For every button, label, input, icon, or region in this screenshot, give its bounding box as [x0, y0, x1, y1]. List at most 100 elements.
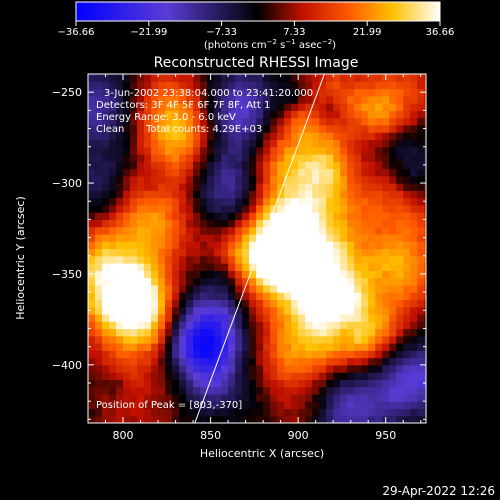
heatmap-cell [109, 401, 117, 410]
heatmap-cell [333, 95, 341, 104]
heatmap-cell [151, 255, 159, 264]
heatmap-cell [144, 88, 152, 97]
heatmap-cell [270, 277, 278, 286]
heatmap-cell [214, 328, 222, 337]
heatmap-cell [130, 350, 138, 359]
heatmap-cell [158, 401, 166, 410]
heatmap-cell [95, 175, 103, 184]
heatmap-cell [256, 212, 264, 221]
heatmap-cell [214, 74, 222, 82]
heatmap-cell [242, 146, 250, 155]
heatmap-cell [375, 343, 383, 351]
heatmap-cell [130, 168, 138, 177]
heatmap-cell [144, 364, 152, 373]
heatmap-cell [368, 81, 376, 90]
heatmap-cell [158, 306, 166, 315]
heatmap-cell [424, 408, 426, 417]
heatmap-cell [172, 153, 180, 162]
heatmap-cell [410, 241, 418, 250]
heatmap-cell [389, 88, 397, 97]
heatmap-cell [354, 117, 362, 126]
heatmap-cell [284, 321, 292, 330]
heatmap-cell [137, 357, 145, 366]
heatmap-cell [123, 219, 131, 228]
heatmap-cell [109, 153, 117, 162]
heatmap-cell [172, 124, 180, 133]
heatmap-cell [102, 183, 110, 191]
heatmap-cell [270, 270, 278, 279]
heatmap-cell [109, 379, 117, 388]
heatmap-cell [368, 132, 376, 141]
heatmap-cell [368, 74, 376, 82]
heatmap-cell [235, 212, 243, 221]
heatmap-cell [137, 175, 145, 184]
heatmap-cell [130, 124, 138, 133]
heatmap-cell [221, 379, 229, 388]
heatmap-cell [305, 241, 313, 250]
heatmap-cell [214, 219, 222, 228]
heatmap-cell [312, 263, 320, 271]
heatmap-cell [347, 292, 355, 300]
heatmap-cell [298, 161, 306, 170]
heatmap-cell [312, 335, 320, 344]
heatmap-cell [109, 372, 117, 380]
heatmap-cell [382, 263, 390, 271]
heatmap-cell [277, 219, 285, 228]
heatmap-cell [256, 335, 264, 344]
heatmap-cell [375, 284, 383, 293]
heatmap-cell [151, 139, 159, 148]
heatmap-cell [361, 386, 369, 395]
colorbar-unit-label: (photons cm−2 s−1 asec−2) [204, 38, 336, 51]
heatmap-cell [95, 313, 103, 322]
heatmap-cell [333, 81, 341, 90]
heatmap-cell [207, 284, 215, 293]
heatmap-cell [221, 357, 229, 366]
heatmap-cell [312, 110, 320, 119]
heatmap-cell [354, 219, 362, 228]
heatmap-cell [319, 168, 327, 177]
heatmap-cell [158, 408, 166, 417]
heatmap-cell [200, 386, 208, 395]
heatmap-cell [340, 74, 348, 82]
heatmap-cell [319, 117, 327, 126]
heatmap-cell [144, 393, 152, 402]
heatmap-cell [305, 393, 313, 402]
heatmap-cell [242, 190, 250, 199]
axis-ticks: 800 850 900 950−250−300−350−400 [52, 73, 426, 442]
heatmap-cell [389, 328, 397, 337]
heatmap-cell [263, 248, 271, 257]
heatmap-cell [361, 103, 369, 111]
heatmap-cell [410, 255, 418, 264]
heatmap-cell [186, 139, 194, 148]
heatmap-cell [326, 175, 334, 184]
heatmap-cell [382, 277, 390, 286]
heatmap-cell [151, 415, 159, 423]
heatmap-cell [186, 343, 194, 351]
heatmap-cell [172, 110, 180, 119]
heatmap-cell [424, 110, 426, 119]
heatmap-cell [207, 248, 215, 257]
heatmap-cell [151, 103, 159, 111]
heatmap-cell [326, 117, 334, 126]
heatmap-cell [396, 284, 404, 293]
heatmap-cell [95, 241, 103, 250]
heatmap-cell [417, 350, 425, 359]
heatmap-cell [375, 204, 383, 213]
heatmap-cell [151, 233, 159, 242]
heatmap-cell [235, 350, 243, 359]
heatmap-cell [375, 379, 383, 388]
heatmap-cell [137, 263, 145, 271]
heatmap-cell [186, 335, 194, 344]
heatmap-cell [221, 197, 229, 206]
heatmap-cell [389, 357, 397, 366]
heatmap-cell [333, 132, 341, 141]
heatmap-cell [228, 88, 236, 97]
heatmap-cell [235, 357, 243, 366]
heatmap-cell [417, 183, 425, 191]
heatmap-cell [193, 401, 201, 410]
heatmap-cell [235, 146, 243, 155]
heatmap-cell [235, 255, 243, 264]
heatmap-cell [291, 124, 299, 133]
heatmap-cell [361, 233, 369, 242]
heatmap-cell [333, 335, 341, 344]
